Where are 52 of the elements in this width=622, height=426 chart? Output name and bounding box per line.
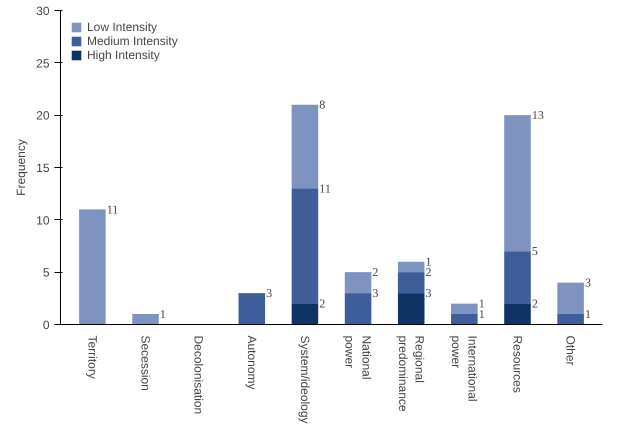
x-tick-label: System/ideology xyxy=(298,336,312,424)
y-tick-label: 5 xyxy=(42,266,50,280)
bar xyxy=(504,304,531,324)
data-label: 5 xyxy=(532,244,538,258)
data-label: 1 xyxy=(584,307,591,322)
x-tick-label: Secession xyxy=(138,336,153,391)
data-label: 8 xyxy=(319,98,326,112)
data-label: 13 xyxy=(532,108,544,122)
bar xyxy=(132,314,159,324)
bar xyxy=(344,272,372,294)
data-label: 2 xyxy=(532,296,538,311)
y-tick-label: 30 xyxy=(36,4,50,18)
legend-label: Low Intensity xyxy=(87,20,158,34)
data-label: 3 xyxy=(266,286,272,300)
bar xyxy=(79,209,106,324)
x-tick-label: Other xyxy=(564,336,578,366)
x-tick-label: International power xyxy=(448,336,480,402)
bar xyxy=(398,272,424,294)
x-tick-label: Resources xyxy=(510,336,524,393)
x-tick-label: National power xyxy=(342,336,374,380)
data-label: 1 xyxy=(160,307,166,322)
y-tick-label: 0 xyxy=(42,318,50,332)
bar xyxy=(557,314,584,324)
y-tick-label: 15 xyxy=(36,161,50,175)
bar xyxy=(504,115,531,252)
bar xyxy=(292,304,318,324)
data-label: 3 xyxy=(372,286,378,300)
y-tick-label: 20 xyxy=(36,108,50,123)
y-tick-label: 10 xyxy=(36,213,50,228)
data-label: 11 xyxy=(106,202,118,216)
legend-label: High Intensity xyxy=(87,48,160,62)
bar xyxy=(451,304,478,314)
legend-label: Medium Intensity xyxy=(87,34,178,48)
bar xyxy=(238,293,266,324)
bar xyxy=(398,262,424,272)
bar xyxy=(344,293,372,324)
data-label: 11 xyxy=(319,181,331,196)
y-axis-title: Frequency xyxy=(14,139,28,196)
x-tick-label: Autonomy xyxy=(244,336,259,390)
data-label: 3 xyxy=(584,276,591,290)
bar xyxy=(451,314,478,324)
bar xyxy=(398,293,424,324)
bar xyxy=(292,188,318,304)
bar xyxy=(292,104,318,188)
bar xyxy=(557,282,584,314)
data-label: 2 xyxy=(372,265,378,280)
x-tick-label: Territory xyxy=(85,336,100,379)
bar xyxy=(504,251,531,304)
data-label: 3 xyxy=(426,286,432,300)
y-tick-label: 25 xyxy=(36,56,50,70)
x-tick-label: Decolonisation xyxy=(192,336,206,414)
data-label: 2 xyxy=(319,296,326,311)
